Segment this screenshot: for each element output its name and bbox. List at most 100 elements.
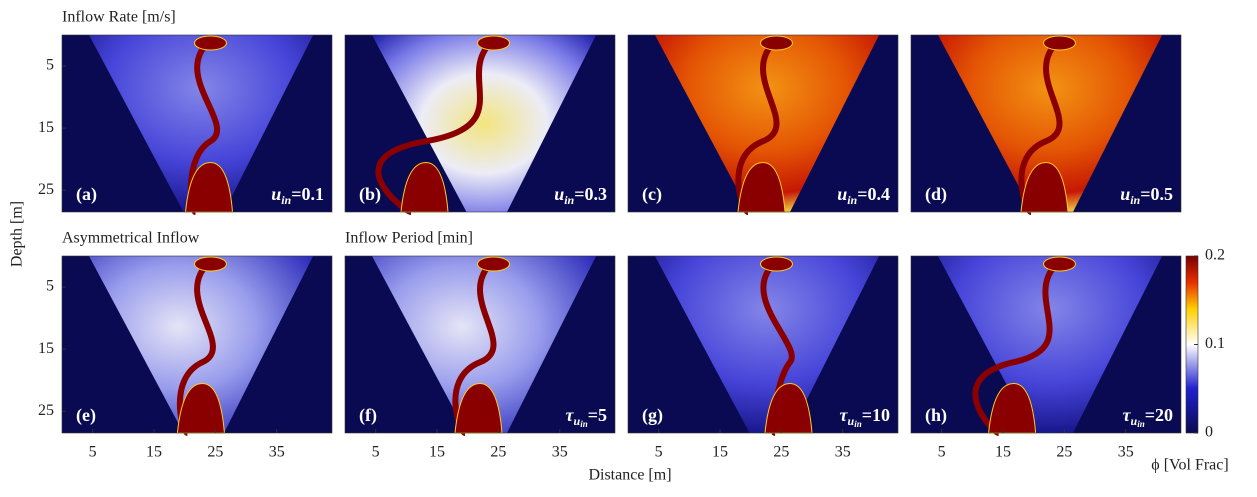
parameter-value: =10 [862, 405, 890, 425]
parameter-value: =0.4 [857, 184, 890, 204]
inflow-jet [764, 382, 813, 434]
colorbar-tick-label: 0 [1205, 424, 1213, 441]
panel-label: (b) [359, 184, 381, 205]
parameter-subscript: in [281, 193, 291, 207]
y-tick-label: 5 [46, 278, 54, 295]
parameter-symbol: u [554, 184, 564, 204]
panel-parameter: uin=0.4 [837, 184, 890, 207]
panel-label: (e) [76, 405, 96, 426]
colorbar-tick-label: 0.2 [1205, 247, 1225, 264]
plume-fan [89, 35, 314, 212]
parameter-subscript: in [847, 193, 857, 207]
parameter-symbol: τ [1123, 405, 1132, 425]
plume-fan [372, 256, 597, 433]
plume-fan [89, 256, 314, 433]
inflow-jet [988, 382, 1037, 434]
surface-plume [760, 256, 793, 272]
surface-plume [194, 35, 227, 51]
y-tick-label: 25 [38, 402, 54, 419]
x-tick-label: 25 [1056, 444, 1072, 461]
x-tick-label: 25 [490, 444, 506, 461]
parameter-subscript: u [574, 414, 581, 428]
parameter-symbol: u [271, 184, 281, 204]
panel: (f) τuin=5 5 15 25 35 [344, 255, 616, 461]
x-tick-label: 15 [429, 444, 445, 461]
panel-frame [344, 255, 616, 434]
x-tick-label: 5 [655, 444, 663, 461]
plume-fan [655, 256, 880, 433]
y-axis-label: Depth [m] [9, 201, 26, 267]
panel-label: (d) [925, 184, 947, 205]
x-tick-label: 5 [938, 444, 946, 461]
panel-frame [344, 34, 616, 213]
x-tick-label: 15 [146, 444, 162, 461]
parameter-subscript: in [1130, 193, 1140, 207]
parameter-subsubscript: in [580, 419, 588, 429]
panel-parameter: τuin=5 [566, 405, 607, 429]
inflow-jet [400, 161, 449, 213]
surface-plume [194, 256, 227, 272]
panel-frame [61, 34, 333, 213]
inflow-jet [176, 382, 225, 434]
panel: (d) uin=0.5 [910, 34, 1182, 215]
parameter-value: =0.3 [574, 184, 607, 204]
parameter-subsubscript: in [854, 419, 862, 429]
panel: (e) 5 15 25 5 15 25 35 [38, 255, 333, 461]
panel-frame [910, 255, 1182, 434]
surface-plume [760, 35, 793, 51]
parameter-value: =0.1 [291, 184, 324, 204]
x-tick-label: 35 [269, 444, 285, 461]
panel-label: (c) [642, 184, 662, 205]
plume-fan [655, 35, 880, 212]
row-title: Inflow Period [min] [345, 230, 473, 247]
surface-plume [477, 256, 510, 272]
colorbar-label: ϕ [Vol Frac] [1151, 457, 1228, 474]
panel-frame [627, 34, 899, 213]
plume-fan [938, 35, 1163, 212]
colorbar-tick-label: 0.1 [1205, 335, 1225, 352]
parameter-symbol: τ [566, 405, 575, 425]
panel: (g) τuin=10 5 15 25 35 [627, 255, 899, 461]
plume-fan [938, 256, 1163, 433]
panel-parameter: τuin=20 [1123, 405, 1173, 429]
x-tick-label: 5 [89, 444, 97, 461]
panel-frame [627, 255, 899, 434]
row-title: Asymmetrical Inflow [62, 230, 200, 247]
x-tick-label: 5 [372, 444, 380, 461]
inflow-jet [184, 161, 234, 213]
x-tick-label: 35 [835, 444, 851, 461]
row-title: Inflow Rate [m/s] [62, 9, 176, 26]
parameter-value: =20 [1145, 405, 1173, 425]
surface-plume [1043, 256, 1076, 272]
panel-frame [910, 34, 1182, 213]
panel-label: (g) [642, 405, 663, 426]
inflow-jet [737, 161, 786, 213]
parameter-value: =5 [588, 405, 607, 425]
x-tick-label: 15 [995, 444, 1011, 461]
panel: (b) uin=0.3 [344, 34, 616, 215]
y-tick-label: 5 [46, 57, 54, 74]
parameter-subscript: u [848, 414, 855, 428]
x-tick-label: 25 [773, 444, 789, 461]
parameter-symbol: τ [840, 405, 849, 425]
inflow-jet [1020, 161, 1069, 213]
panel-parameter: uin=0.1 [271, 184, 324, 207]
plume [972, 258, 1062, 436]
x-tick-label: 25 [207, 444, 223, 461]
panel-parameter: τuin=10 [840, 405, 890, 429]
parameter-value: =0.5 [1140, 184, 1173, 204]
parameter-subsubscript: in [1137, 419, 1145, 429]
panel-parameter: uin=0.3 [554, 184, 607, 207]
panel: (a) uin=0.1 5 15 25 [38, 34, 333, 215]
x-axis-label: Distance [m] [588, 467, 671, 484]
surface-plume [1043, 35, 1076, 51]
plume [375, 37, 496, 215]
parameter-subscript: in [564, 193, 574, 207]
panel-label: (h) [925, 405, 947, 426]
plume-fan [372, 35, 597, 212]
y-tick-label: 15 [38, 119, 54, 136]
parameter-symbol: u [1120, 184, 1130, 204]
panel-parameter: uin=0.5 [1120, 184, 1173, 207]
surface-plume [477, 35, 510, 51]
